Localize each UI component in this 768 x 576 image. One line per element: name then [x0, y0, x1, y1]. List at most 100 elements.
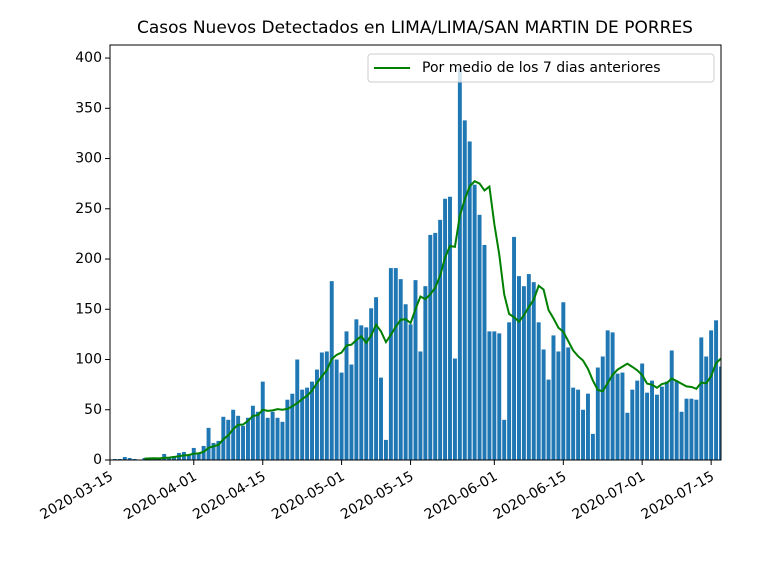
bar — [669, 350, 674, 460]
bar — [132, 458, 137, 460]
bar — [231, 409, 236, 460]
bar — [443, 198, 448, 460]
bar — [280, 421, 285, 460]
bar — [684, 398, 689, 460]
bar — [497, 333, 502, 460]
bar — [354, 319, 359, 460]
bar — [610, 332, 615, 460]
bar — [576, 389, 581, 460]
y-tick-label: 250 — [75, 201, 102, 217]
bar — [260, 381, 265, 460]
bar — [600, 356, 605, 460]
bar — [536, 322, 541, 460]
axes-frame — [109, 44, 722, 461]
bar — [245, 417, 250, 460]
bar — [521, 286, 526, 460]
bar — [694, 399, 699, 460]
bar — [319, 352, 324, 460]
moving-average-line — [144, 180, 721, 460]
bar — [689, 398, 694, 460]
bar — [196, 452, 201, 460]
bar — [585, 393, 590, 460]
bar — [433, 232, 438, 460]
bar — [625, 412, 630, 460]
bar — [359, 325, 364, 460]
bar — [305, 387, 310, 460]
bar — [507, 322, 512, 460]
bar — [650, 380, 654, 460]
bar — [704, 356, 709, 460]
bar — [595, 367, 600, 460]
y-tick-label: 150 — [75, 301, 102, 317]
legend-label: Por medio de los 7 dias anteriores — [422, 60, 661, 76]
bar — [556, 351, 561, 460]
bar — [216, 440, 221, 460]
bar — [250, 405, 255, 460]
bar — [398, 279, 403, 460]
bar — [275, 417, 280, 460]
bar — [265, 417, 270, 460]
bar — [112, 458, 117, 460]
bar — [236, 415, 241, 460]
bar — [512, 236, 517, 460]
bar — [605, 330, 610, 460]
y-tick-label: 100 — [75, 352, 102, 368]
bar — [561, 302, 566, 460]
y-tick-label: 300 — [75, 151, 102, 167]
bar — [699, 337, 704, 460]
bar — [438, 219, 443, 460]
bar — [300, 389, 305, 460]
bar — [388, 268, 393, 460]
bar — [714, 320, 719, 460]
bar — [645, 392, 650, 460]
bar — [679, 411, 684, 460]
bar — [546, 379, 551, 460]
bar — [314, 369, 319, 460]
bar — [334, 359, 339, 460]
bar — [674, 380, 679, 460]
bar — [206, 427, 211, 460]
bar — [452, 358, 457, 460]
bar — [551, 335, 556, 460]
bar — [403, 304, 408, 460]
bar — [482, 244, 487, 460]
bar — [379, 377, 383, 460]
bar — [615, 373, 620, 460]
bar — [541, 349, 546, 460]
bar — [472, 184, 477, 460]
y-tick-label: 0 — [93, 452, 102, 468]
bar — [211, 442, 216, 460]
bar — [344, 331, 349, 460]
bar — [492, 331, 497, 460]
bar — [270, 411, 275, 460]
bar — [241, 425, 246, 460]
bar — [635, 380, 640, 460]
y-tick-label: 50 — [84, 402, 102, 418]
y-tick-label: 200 — [75, 251, 102, 267]
bar — [186, 454, 191, 460]
chart-title: Casos Nuevos Detectados en LIMA/LIMA/SAN… — [137, 18, 693, 38]
bar — [664, 381, 669, 460]
bar — [581, 409, 586, 460]
bar — [467, 141, 472, 460]
bar — [226, 419, 231, 460]
bar — [719, 366, 721, 460]
bar — [127, 457, 132, 460]
y-tick-label: 400 — [75, 50, 102, 66]
bar — [630, 389, 635, 460]
y-tick-label: 350 — [75, 100, 102, 116]
bar — [142, 457, 147, 460]
bar — [201, 445, 206, 460]
bar — [324, 351, 329, 460]
bar — [349, 364, 354, 460]
plot-area — [112, 68, 721, 460]
bar — [526, 274, 531, 460]
bar — [418, 351, 423, 460]
bar — [290, 393, 295, 460]
bar — [640, 363, 645, 460]
bar — [408, 324, 413, 460]
bar — [462, 120, 467, 460]
legend-box — [367, 53, 715, 83]
